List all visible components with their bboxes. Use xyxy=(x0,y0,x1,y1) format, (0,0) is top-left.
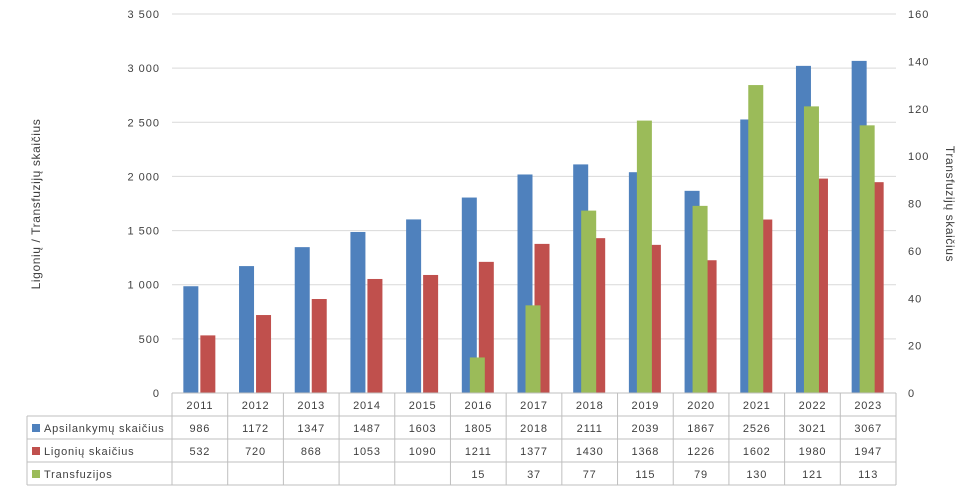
data-label: 2111 xyxy=(577,423,603,435)
category-label: 2015 xyxy=(409,400,437,412)
y2-tick-label: 160 xyxy=(908,9,929,21)
data-label: 37 xyxy=(527,469,541,481)
data-label: 1090 xyxy=(409,446,437,458)
data-label: 130 xyxy=(746,469,767,481)
bar-ligonių-skaičius xyxy=(367,278,383,393)
category-label: 2014 xyxy=(353,400,381,412)
data-table: 2011 2012 2013 2014 2015 2016 2017 2018 2019 2020… xyxy=(26,392,897,486)
y-axis-title: Ligonių / Transfuzijų skaičius xyxy=(29,119,43,290)
data-label: 113 xyxy=(858,469,878,481)
legend-swatch xyxy=(32,447,40,455)
category-label: 2023 xyxy=(854,400,882,412)
bar-apsilankymų-skaičius xyxy=(239,266,255,393)
y-tick-label: 3 000 xyxy=(127,63,160,75)
axes: Ligonių / Transfuzijų skaičius Transfuzi… xyxy=(29,9,957,400)
data-label: 1211 xyxy=(465,446,492,458)
data-label: 2526 xyxy=(743,423,771,435)
gridlines xyxy=(172,13,896,340)
bar-ligonių-skaičius xyxy=(311,299,327,393)
bar-transfuzijos xyxy=(636,120,652,393)
bar-transfuzijos xyxy=(803,106,819,393)
category-label: 2016 xyxy=(464,400,492,412)
legend-swatch xyxy=(32,424,40,432)
y-tick-label: 500 xyxy=(139,334,160,346)
y-tick-label: 2 000 xyxy=(127,171,160,183)
data-label: 3067 xyxy=(854,423,882,435)
y-tick-label: 0 xyxy=(153,388,160,400)
data-label: 868 xyxy=(301,446,322,458)
y2-tick-label: 40 xyxy=(908,293,922,305)
data-label: 1347 xyxy=(297,423,325,435)
data-label: 1226 xyxy=(687,446,715,458)
data-label: 986 xyxy=(189,423,210,435)
data-label: 115 xyxy=(635,469,655,481)
y2-tick-label: 20 xyxy=(908,341,922,353)
y2-tick-label: 0 xyxy=(908,388,915,400)
category-label: 2019 xyxy=(632,400,660,412)
bar-apsilankymų-skaičius xyxy=(461,197,477,393)
data-label: 79 xyxy=(694,469,708,481)
bar-ligonių-skaičius xyxy=(256,315,272,393)
bar-transfuzijos xyxy=(692,205,708,393)
category-label: 2017 xyxy=(520,400,548,412)
data-label: 1487 xyxy=(353,423,381,435)
legend-label: Ligonių skaičius xyxy=(44,446,134,458)
bar-transfuzijos xyxy=(581,210,597,393)
y-tick-label: 1 000 xyxy=(127,280,160,292)
legend-label: Transfuzijos xyxy=(44,469,113,481)
data-label: 1602 xyxy=(743,446,771,458)
data-label: 121 xyxy=(802,469,823,481)
data-label: 1867 xyxy=(687,423,715,435)
category-label: 2020 xyxy=(687,400,715,412)
data-label: 1805 xyxy=(464,423,492,435)
bar-apsilankymų-skaičius xyxy=(406,219,422,393)
category-label: 2021 xyxy=(743,400,771,412)
data-label: 1377 xyxy=(520,446,548,458)
bar-transfuzijos xyxy=(469,357,485,393)
y2-tick-label: 80 xyxy=(908,199,922,211)
data-label: 720 xyxy=(245,446,266,458)
data-label: 1980 xyxy=(799,446,827,458)
category-label: 2011 xyxy=(186,400,213,412)
y-tick-label: 2 500 xyxy=(127,117,160,129)
bars xyxy=(183,60,884,394)
data-label: 2018 xyxy=(520,423,548,435)
data-label: 1947 xyxy=(854,446,882,458)
data-label: 1368 xyxy=(632,446,660,458)
data-label: 3021 xyxy=(799,423,827,435)
category-label: 2018 xyxy=(576,400,604,412)
bar-transfuzijos xyxy=(859,125,875,394)
category-label: 2022 xyxy=(799,400,827,412)
category-label: 2013 xyxy=(297,400,325,412)
y-tick-label: 3 500 xyxy=(127,9,160,21)
category-label: 2012 xyxy=(242,400,270,412)
bar-transfuzijos xyxy=(525,305,541,393)
legend-label: Apsilankymų skaičius xyxy=(44,423,165,435)
y2-tick-label: 120 xyxy=(908,104,929,116)
bar-apsilankymų-skaičius xyxy=(294,247,310,393)
y2-axis-title: Transfuzijų skaičius xyxy=(943,146,957,262)
data-label: 2039 xyxy=(632,423,660,435)
data-label: 532 xyxy=(189,446,210,458)
data-label: 1172 xyxy=(242,423,269,435)
bar-transfuzijos xyxy=(748,85,764,393)
bar-ligonių-skaičius xyxy=(423,274,439,393)
y2-tick-label: 60 xyxy=(908,246,922,258)
y-tick-label: 1 500 xyxy=(127,226,160,238)
data-label: 1603 xyxy=(409,423,437,435)
data-label: 1430 xyxy=(576,446,604,458)
bar-apsilankymų-skaičius xyxy=(350,231,366,393)
y2-tick-label: 100 xyxy=(908,151,929,163)
data-label: 1053 xyxy=(353,446,381,458)
bar-apsilankymų-skaičius xyxy=(183,286,199,393)
y2-tick-label: 140 xyxy=(908,56,929,68)
legend-swatch xyxy=(32,470,40,478)
data-label: 77 xyxy=(583,469,597,481)
bar-ligonių-skaičius xyxy=(200,335,216,393)
data-label: 15 xyxy=(471,469,485,481)
